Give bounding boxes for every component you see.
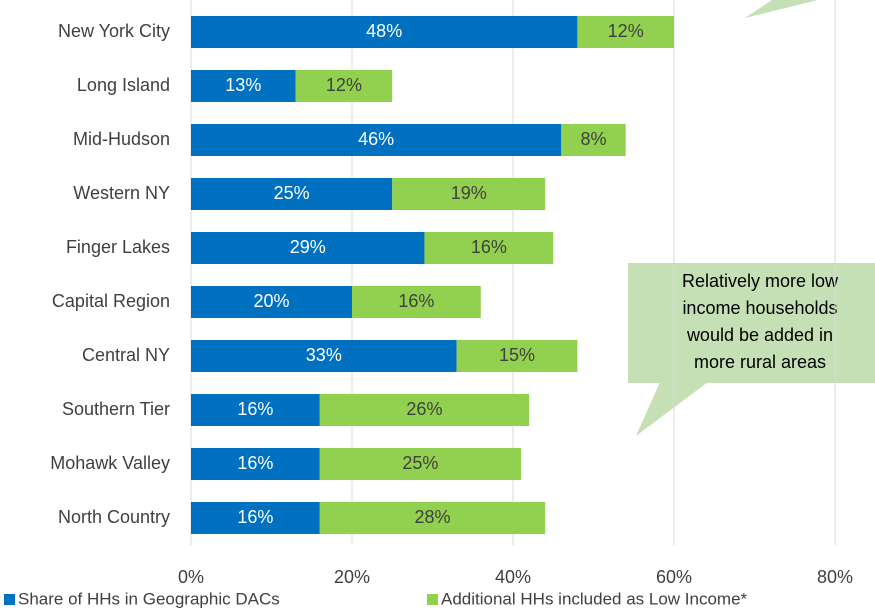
callout-box [628,263,875,383]
bars [191,16,674,534]
callout-text: Relatively more low [682,271,839,291]
y-tick-label: Capital Region [52,291,170,311]
bar-segment [191,232,425,264]
data-label: 20% [253,291,289,311]
x-tick-label: 0% [178,567,204,587]
data-label: 29% [290,237,326,257]
legend-swatch [427,594,438,605]
data-label: 25% [402,453,438,473]
data-label: 26% [406,399,442,419]
data-label: 48% [366,21,402,41]
y-tick-label: Central NY [82,345,170,365]
y-tick-label: Western NY [73,183,170,203]
bar-segment [191,178,393,210]
bar-segment [392,178,546,210]
data-label: 16% [471,237,507,257]
data-label: 16% [237,399,273,419]
data-label: 16% [237,507,273,527]
bar-segment [191,502,320,534]
y-tick-label: Long Island [77,75,170,95]
bar-segment [191,70,296,102]
callout-text: would be added in [686,325,833,345]
data-label: 16% [237,453,273,473]
data-label: 28% [414,507,450,527]
bar-segment [319,502,546,534]
x-tick-label: 20% [334,567,370,587]
bar-segment [191,448,320,480]
bar-segment [191,340,457,372]
y-tick-label: North Country [58,507,170,527]
x-tick-label: 40% [495,567,531,587]
y-tick-label: Finger Lakes [66,237,170,257]
y-tick-label: New York City [58,21,170,41]
data-label: 12% [326,75,362,95]
bar-segment [561,124,626,156]
data-label: 8% [580,129,606,149]
bar-segment [191,124,562,156]
data-label: 33% [306,345,342,365]
legend-label: Share of HHs in Geographic DACs [18,589,280,608]
callout-pointer [636,382,708,436]
data-label: 46% [358,129,394,149]
data-label: 12% [608,21,644,41]
x-tick-label: 60% [656,567,692,587]
y-tick-label: Southern Tier [62,399,170,419]
bar-segment [424,232,554,264]
bar-segment [295,70,393,102]
callout-text: more rural areas [694,352,826,372]
data-label: 19% [451,183,487,203]
data-label: 13% [225,75,261,95]
bar-segment [319,448,522,480]
data-label: 15% [499,345,535,365]
data-label: 16% [398,291,434,311]
callout-text: income households [682,298,837,318]
bar-segment [191,16,578,48]
bar-segment [577,16,674,48]
bar-segment [319,394,530,426]
bar-segment [191,286,352,318]
x-tick-label: 80% [817,567,853,587]
bar-segment [456,340,578,372]
bar-segment [191,394,320,426]
data-label: 25% [274,183,310,203]
y-tick-label: Mid-Hudson [73,129,170,149]
callout-pointer [745,0,818,18]
legend-swatch [4,594,15,605]
y-tick-label: Mohawk Valley [50,453,170,473]
bar-segment [352,286,481,318]
legend-label: Additional HHs included as Low Income* [441,589,748,608]
callout: Relatively more low income households woul… [628,263,875,436]
